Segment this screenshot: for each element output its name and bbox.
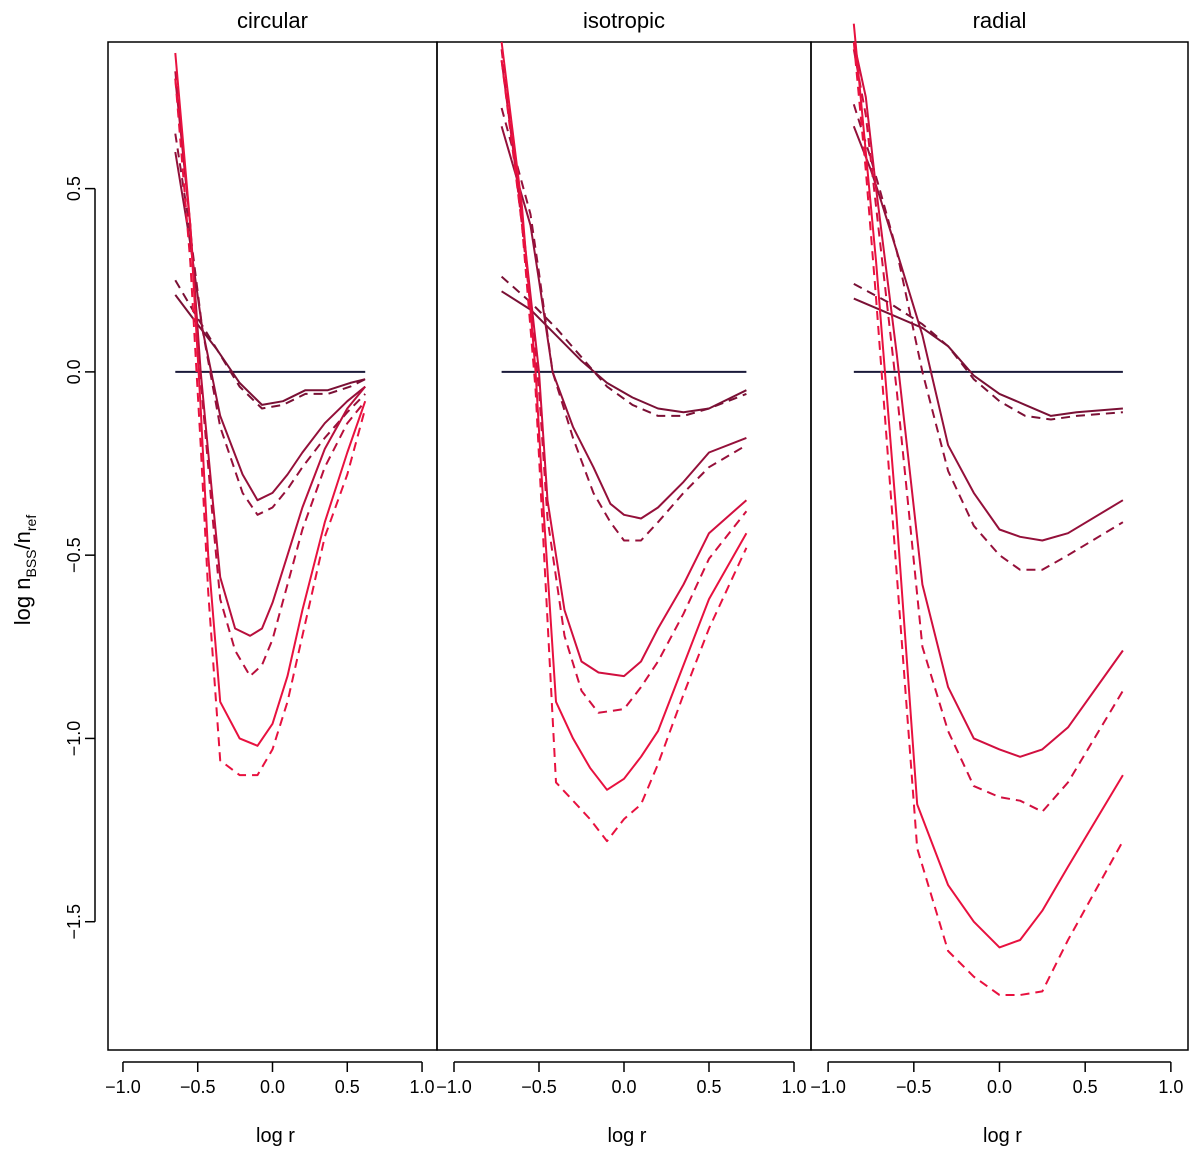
dashed-curve-1: [174, 279, 366, 410]
panel-title: circular: [237, 8, 308, 33]
x-tick-label: 0.5: [335, 1077, 360, 1097]
panel-title: isotropic: [583, 8, 665, 33]
x-axis-label: log r: [983, 1125, 1022, 1147]
panels-group: circular log r −1.0 −0.5 0.0 0.5 1.0 isotropic l…: [64, 8, 1189, 1147]
y-axis-label-sub-ref: ref: [23, 515, 39, 531]
solid-curve-4: [852, 41, 1124, 758]
dashed-curve-3: [852, 104, 1124, 571]
solid-curve-6: [500, 41, 748, 791]
y-tick-label: −0.5: [64, 537, 84, 573]
y-axis-label-separator: /n: [10, 531, 35, 549]
x-tick-label: 0.5: [696, 1077, 721, 1097]
panel-title: radial: [973, 8, 1027, 33]
solid-curve-0: [174, 294, 366, 406]
dashed-curve-3: [174, 133, 366, 516]
dashed-curve-1: [500, 275, 747, 417]
solid-curve-6: [174, 52, 367, 747]
panel-radial: radial log r −1.0 −0.5 0.0 0.5 1.0: [810, 8, 1189, 1147]
x-tick-label: 0.0: [987, 1077, 1012, 1097]
y-tick-label: −1.5: [64, 904, 84, 940]
solid-curve-0: [853, 297, 1123, 417]
x-axis: −1.0 −0.5 0.0 0.5 1.0: [105, 1061, 435, 1097]
solid-curve-2: [500, 126, 747, 520]
panel-circular: circular log r −1.0 −0.5 0.0 0.5 1.0: [105, 8, 438, 1147]
x-tick-label: −0.5: [896, 1077, 932, 1097]
x-tick-label: −1.0: [436, 1077, 472, 1097]
dashed-curve-3: [500, 107, 747, 542]
x-tick-label: 0.0: [260, 1077, 285, 1097]
x-tick-label: −0.5: [180, 1077, 216, 1097]
dashed-curve-5: [174, 71, 366, 678]
solid-curve-4: [500, 60, 748, 678]
x-axis: −1.0 −0.5 0.0 0.5 1.0: [436, 1061, 807, 1097]
x-tick-label: −1.0: [105, 1077, 141, 1097]
x-tick-label: 0.5: [1073, 1077, 1098, 1097]
x-tick-label: −0.5: [521, 1077, 557, 1097]
panel-frame: [436, 41, 812, 1051]
dashed-curve-7: [852, 41, 1124, 996]
x-axis-label: log r: [256, 1125, 295, 1147]
y-axis-label-sub-bss: BSS: [23, 549, 39, 577]
x-tick-label: −1.0: [810, 1077, 846, 1097]
x-tick-label: 1.0: [1158, 1077, 1183, 1097]
solid-curve-4: [174, 78, 366, 637]
panel-frame: [810, 41, 1189, 1051]
x-tick-label: 0.0: [611, 1077, 636, 1097]
x-tick-label: 1.0: [781, 1077, 806, 1097]
solid-curve-2: [174, 151, 366, 502]
dashed-curve-7: [174, 78, 367, 777]
dashed-curve-5: [500, 49, 748, 714]
solid-curve-2: [852, 125, 1124, 542]
solid-curve-0: [501, 290, 747, 414]
y-tick-label: −1.0: [64, 721, 84, 757]
y-axis: −1.5 −1.0 −0.5 0.0 0.5: [64, 176, 96, 940]
y-axis-label: log nBSS/nref: [10, 515, 39, 626]
y-axis-label-main: log n: [10, 578, 35, 626]
y-tick-label: 0.5: [64, 176, 84, 201]
solid-curve-6: [852, 23, 1124, 949]
x-tick-label: 1.0: [410, 1077, 435, 1097]
x-axis: −1.0 −0.5 0.0 0.5 1.0: [810, 1061, 1183, 1097]
dashed-curve-7: [500, 60, 748, 843]
dashed-curve-1: [853, 283, 1123, 421]
panel-frame: [107, 41, 438, 1051]
dashed-curve-5: [852, 49, 1124, 813]
panel-isotropic: isotropic log r −1.0 −0.5 0.0 0.5 1.0: [436, 8, 812, 1147]
y-tick-label: 0.0: [64, 359, 84, 384]
x-axis-label: log r: [608, 1125, 647, 1147]
